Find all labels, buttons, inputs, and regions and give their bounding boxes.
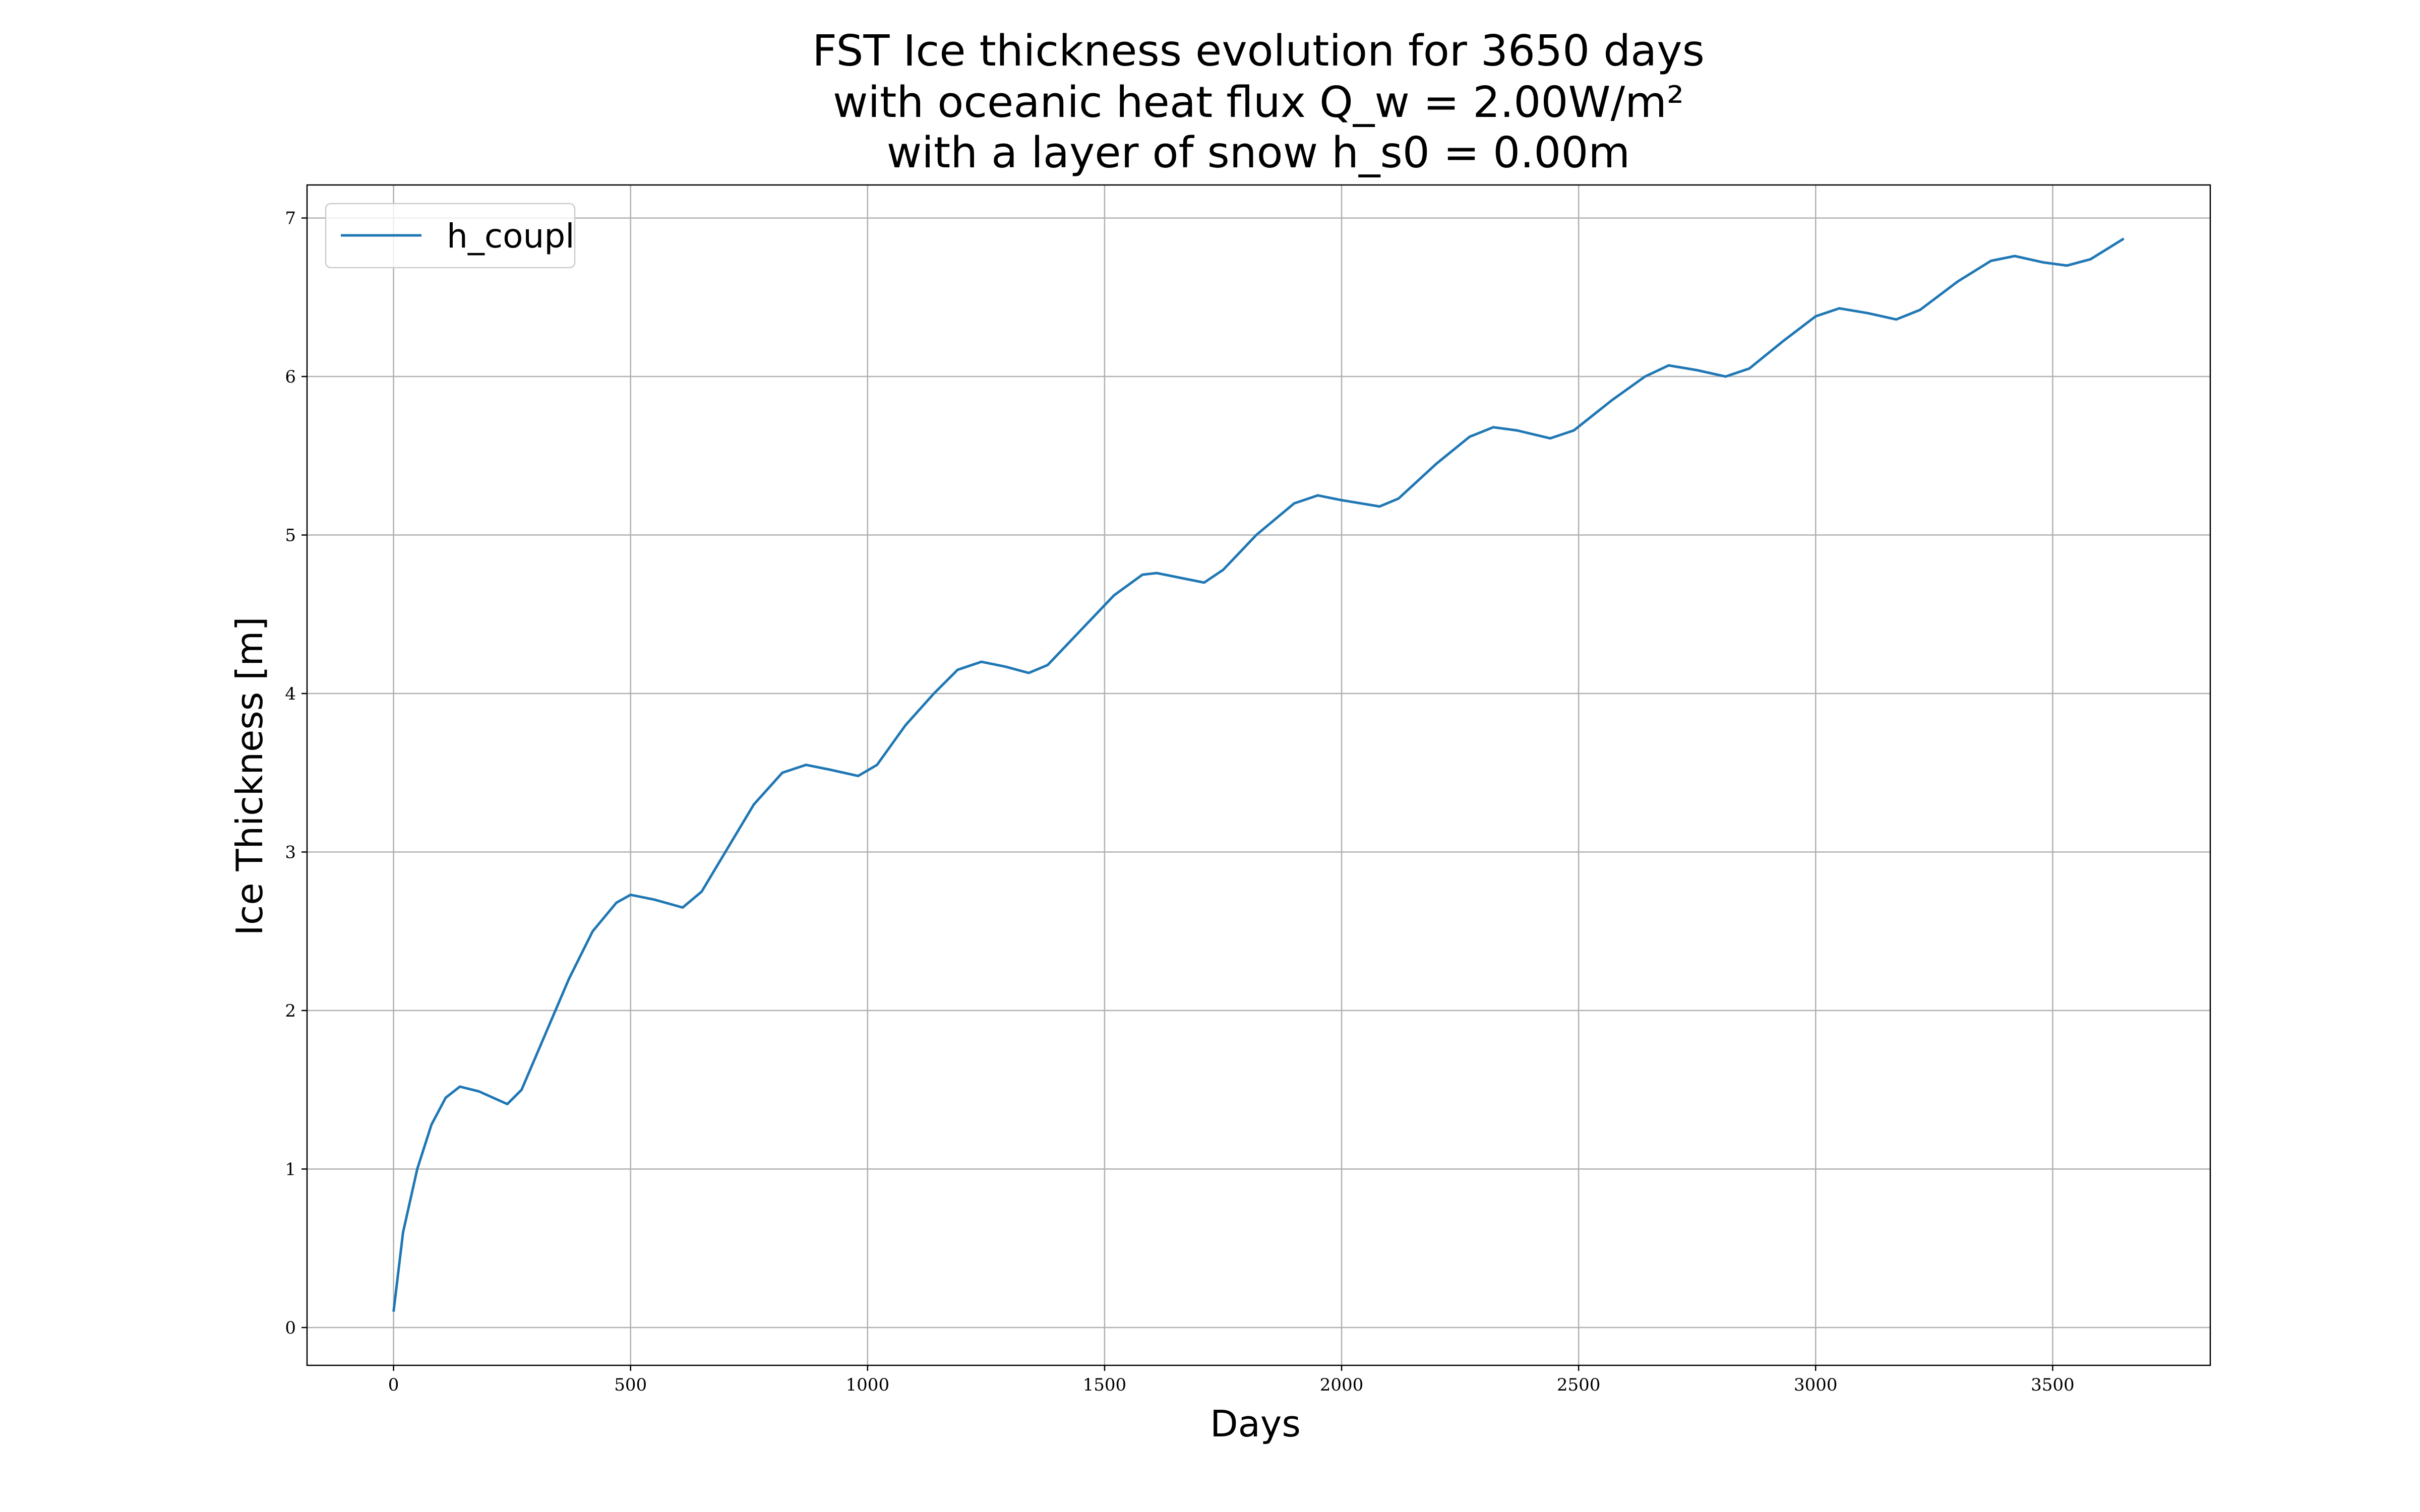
y-tick-label: 1 bbox=[285, 1160, 296, 1180]
chart-title: with a layer of snow h_s0 = 0.00m bbox=[887, 128, 1630, 178]
y-tick-label: 2 bbox=[285, 1001, 296, 1021]
legend-label: h_coupl bbox=[447, 217, 575, 256]
x-tick-label: 3000 bbox=[1794, 1375, 1838, 1395]
x-tick-label: 0 bbox=[388, 1375, 399, 1395]
y-tick-label: 3 bbox=[285, 843, 296, 863]
y-tick-label: 7 bbox=[285, 209, 296, 229]
x-tick-label: 1000 bbox=[846, 1375, 890, 1395]
x-axis-label: Days bbox=[1210, 1403, 1301, 1445]
y-axis-label: Ice Thickness [m] bbox=[228, 616, 271, 935]
x-tick-label: 3500 bbox=[2031, 1375, 2075, 1395]
x-tick-label: 2000 bbox=[1320, 1375, 1364, 1395]
series-line bbox=[392, 237, 2125, 1312]
y-tick-label: 5 bbox=[285, 526, 296, 546]
legend-box bbox=[325, 203, 576, 269]
chart-title: FST Ice thickness evolution for 3650 day… bbox=[812, 26, 1705, 76]
y-tick-label: 0 bbox=[285, 1318, 296, 1338]
x-tick-label: 500 bbox=[614, 1375, 647, 1395]
y-tick-label: 4 bbox=[285, 684, 296, 704]
x-tick-label: 2500 bbox=[1557, 1375, 1601, 1395]
chart-title: with oceanic heat flux Q_w = 2.00W/m² bbox=[833, 78, 1684, 128]
x-tick-label: 1500 bbox=[1083, 1375, 1127, 1395]
plot-frame bbox=[306, 184, 2211, 1366]
y-tick-label: 6 bbox=[285, 367, 296, 387]
